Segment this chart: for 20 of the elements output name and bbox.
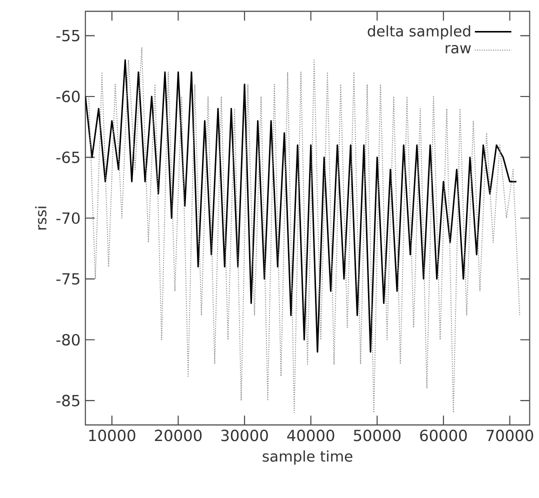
y-tick-label: -55 — [56, 30, 80, 42]
x-tick-label: 50000 — [354, 429, 401, 442]
y-tick-label: -85 — [56, 394, 80, 406]
line-series — [85, 59, 518, 353]
x-tick-label: 60000 — [420, 429, 467, 442]
x-tick-label: 30000 — [221, 429, 268, 442]
x-tick-label: 40000 — [287, 429, 334, 442]
y-axis-title: rssi — [35, 206, 46, 230]
legend-label: delta sampled — [368, 25, 470, 40]
x-tick-label: 10000 — [89, 429, 136, 442]
x-tick-label: 70000 — [486, 429, 534, 442]
y-tick-label: -60 — [56, 90, 80, 102]
y-tick-label: -75 — [56, 273, 80, 284]
y-tick-label: -70 — [56, 212, 80, 224]
x-tick-label: 20000 — [154, 429, 202, 442]
legend-label: raw — [446, 44, 471, 54]
line-series — [88, 47, 520, 414]
y-tick-label: -80 — [56, 334, 80, 346]
y-tick-label: -65 — [56, 151, 80, 163]
x-axis-title: sample time — [262, 450, 352, 464]
